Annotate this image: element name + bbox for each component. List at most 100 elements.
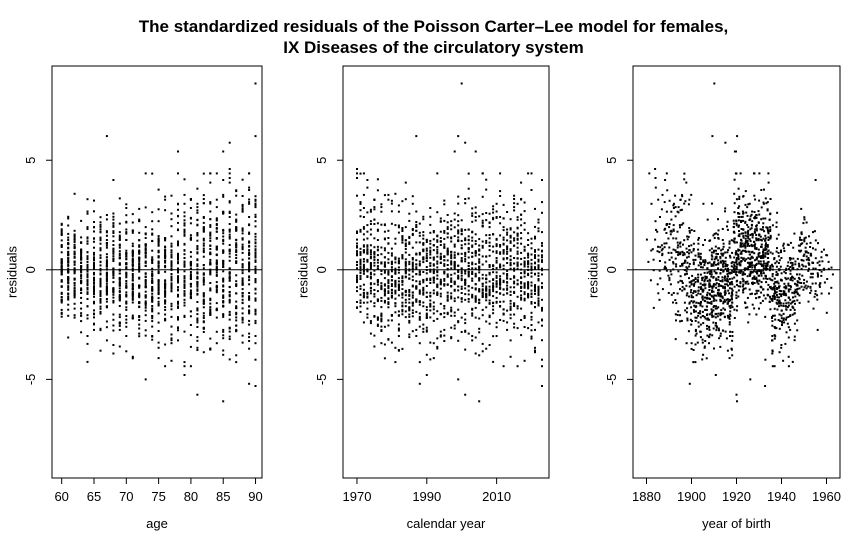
data-point [422,242,425,245]
data-point [757,239,760,242]
data-point [474,211,477,214]
data-point [436,211,439,214]
data-point [131,291,134,294]
data-point [138,257,141,260]
data-point [668,226,671,229]
data-point [746,231,749,234]
data-point [803,240,806,243]
data-point [457,135,460,138]
data-point [767,172,770,175]
data-point [530,302,533,305]
data-point [534,235,536,238]
data-point [471,239,474,242]
data-point [209,172,212,175]
data-point [699,303,702,305]
data-point [254,270,257,273]
data-point [731,298,733,301]
data-point [738,249,741,252]
data-point [209,308,212,311]
data-point [235,306,238,309]
data-point [810,272,813,275]
data-point [443,279,446,282]
data-point [241,288,244,291]
data-point [696,279,699,282]
data-point [222,334,225,337]
data-point [369,264,372,267]
data-point [717,294,720,297]
data-point [694,277,697,280]
data-point [679,288,681,291]
data-point [735,261,738,264]
data-point [499,244,502,246]
data-point [744,306,747,309]
data-point [481,285,484,288]
data-point [751,234,754,237]
data-point [717,218,719,221]
data-point [516,202,519,205]
data-point [814,267,817,270]
data-point [809,292,812,294]
data-point [67,336,70,339]
data-point [672,237,675,240]
data-point [99,282,102,285]
data-point [67,314,70,317]
data-point [777,282,780,285]
data-point [369,233,372,236]
data-point [408,306,411,309]
data-point [699,287,702,290]
data-point [738,224,740,227]
data-point [513,262,516,265]
data-point [499,266,502,268]
data-point [537,230,540,233]
data-point [481,219,484,222]
data-point [151,270,154,273]
data-point [692,248,695,250]
data-point [708,301,711,304]
data-point [769,236,772,239]
data-point [425,308,428,311]
data-point [380,315,383,317]
data-point [209,273,212,276]
data-point [254,310,257,313]
data-point [520,237,523,240]
data-point [467,172,470,175]
data-point [488,266,491,268]
data-point [502,313,505,316]
data-point [366,245,369,248]
data-point [125,255,128,258]
data-point [215,274,218,277]
data-point [694,343,697,346]
data-point [439,230,442,233]
data-point [254,254,257,257]
data-point [718,292,721,295]
data-point [513,209,516,212]
data-point [737,207,740,209]
data-point [401,239,404,241]
data-point [703,264,706,266]
data-point [202,202,205,205]
data-point [694,334,697,337]
data-point [750,233,753,236]
data-point [766,227,769,230]
data-point [685,247,688,250]
data-point [690,294,693,297]
data-point [467,187,470,190]
data-point [125,335,128,337]
data-point [241,318,244,321]
data-point [787,277,790,280]
data-point [196,233,199,236]
data-point [373,269,376,272]
data-point [415,267,418,270]
data-point [757,221,760,224]
data-point [699,312,702,315]
data-point [689,318,692,321]
data-point [773,296,776,298]
data-point [157,288,160,291]
data-point [60,267,63,270]
data-point [93,291,95,294]
data-point [776,211,779,214]
data-point [492,360,495,363]
data-point [418,303,421,306]
data-point [809,246,812,248]
data-point [183,257,186,259]
